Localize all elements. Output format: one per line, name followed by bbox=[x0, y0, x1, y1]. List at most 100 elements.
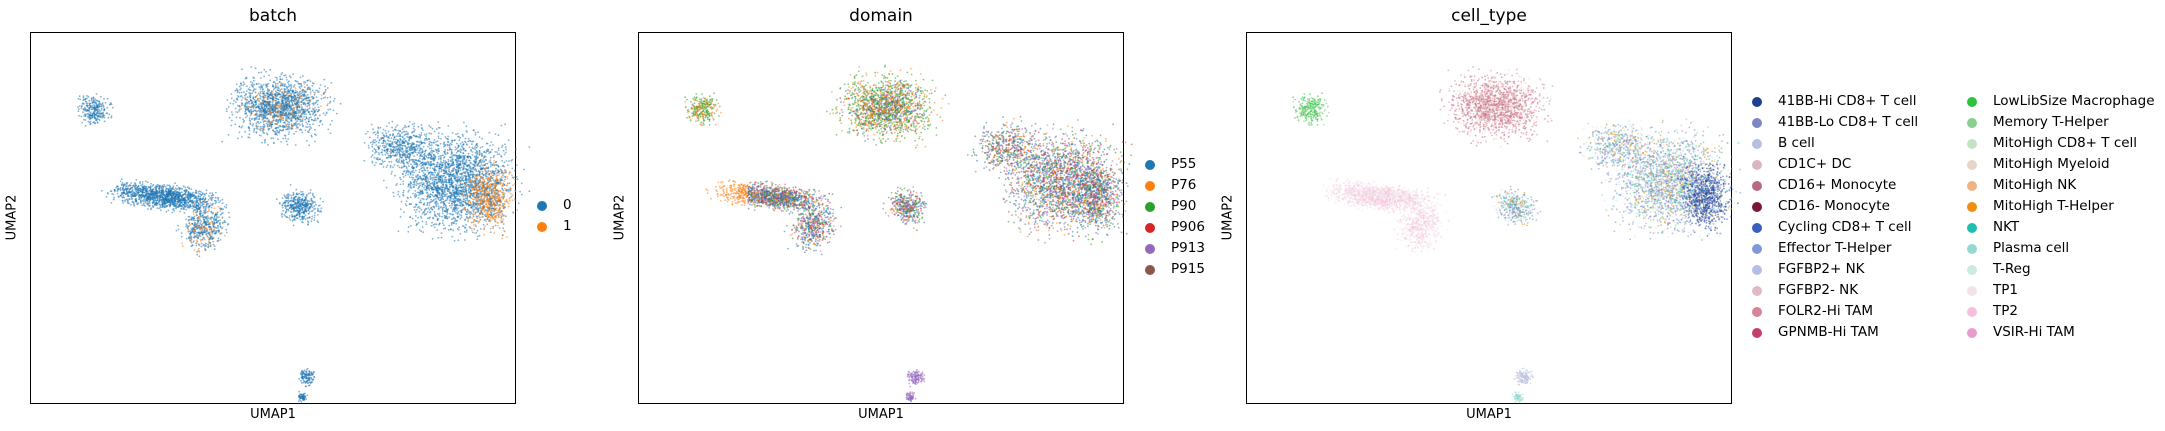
legend-marker bbox=[1967, 264, 1977, 275]
legend-marker bbox=[1967, 159, 1977, 170]
legend-marker bbox=[1967, 138, 1977, 149]
chart-title-domain: domain bbox=[638, 6, 1124, 26]
y-axis-label-domain: UMAP2 bbox=[613, 188, 628, 248]
legend-label: TP2 bbox=[1993, 301, 2018, 322]
legend-label: GPNMB-Hi TAM bbox=[1778, 322, 1879, 343]
legend-item: Effector T-Helper bbox=[1752, 238, 1967, 259]
plot-area-batch bbox=[30, 32, 516, 404]
legend-label: CD16- Monocyte bbox=[1778, 196, 1890, 217]
legend-marker bbox=[1752, 285, 1762, 296]
legend-marker bbox=[1752, 222, 1762, 233]
legend-item: P76 bbox=[1145, 175, 1205, 196]
legend-marker bbox=[1145, 180, 1155, 191]
legend-item: CD1C+ DC bbox=[1752, 154, 1967, 175]
chart-title-cell-type: cell_type bbox=[1246, 6, 1732, 26]
legend-marker bbox=[1967, 180, 1977, 191]
legend-marker bbox=[1752, 180, 1762, 191]
legend-item: P90 bbox=[1145, 196, 1205, 217]
plot-area-domain bbox=[638, 32, 1124, 404]
legend-marker bbox=[1967, 306, 1977, 317]
legend-item: P906 bbox=[1145, 217, 1205, 238]
umap-scatter-cell-type bbox=[1292, 66, 1742, 404]
legend-item: GPNMB-Hi TAM bbox=[1752, 322, 1967, 343]
legend-marker bbox=[1145, 159, 1155, 170]
legend-label: CD1C+ DC bbox=[1778, 154, 1851, 175]
legend-label: Cycling CD8+ T cell bbox=[1778, 217, 1912, 238]
legend-item: 1 bbox=[537, 216, 572, 237]
legend-label: P915 bbox=[1171, 259, 1205, 280]
legend-column: LowLibSize Macrophage Memory T-Helper Mito… bbox=[1967, 91, 2165, 343]
legend-label: VSIR-Hi TAM bbox=[1993, 322, 2075, 343]
legend-label: FGFBP2- NK bbox=[1778, 280, 1858, 301]
legend-column: 41BB-Hi CD8+ T cell 41BB-Lo CD8+ T cell B … bbox=[1752, 91, 1967, 343]
legend-marker bbox=[1967, 327, 1977, 338]
legend-item: NKT bbox=[1967, 217, 2165, 238]
legend-marker bbox=[1145, 201, 1155, 212]
legend-label: B cell bbox=[1778, 133, 1815, 154]
legend-marker bbox=[537, 221, 547, 232]
legend-label: P90 bbox=[1171, 196, 1196, 217]
legend-item: TP1 bbox=[1967, 280, 2165, 301]
legend-item: MitoHigh NK bbox=[1967, 175, 2165, 196]
legend-label: P76 bbox=[1171, 175, 1196, 196]
legend-label: Memory T-Helper bbox=[1993, 112, 2109, 133]
legend-label: LowLibSize Macrophage bbox=[1993, 91, 2155, 112]
legend-marker bbox=[1145, 222, 1155, 233]
legend-label: P913 bbox=[1171, 238, 1205, 259]
chart-title-batch: batch bbox=[30, 6, 516, 26]
legend-label: 41BB-Lo CD8+ T cell bbox=[1778, 112, 1918, 133]
legend-marker bbox=[1752, 201, 1762, 212]
legend-marker bbox=[1967, 96, 1977, 107]
legend-label: T-Reg bbox=[1993, 259, 2031, 280]
legend-label: FOLR2-Hi TAM bbox=[1778, 301, 1873, 322]
y-axis-label-batch: UMAP2 bbox=[5, 188, 20, 248]
y-axis-label-cell-type: UMAP2 bbox=[1221, 188, 1236, 248]
legend-marker bbox=[1752, 159, 1762, 170]
plot-area-cell-type bbox=[1246, 32, 1732, 404]
legend-item: CD16- Monocyte bbox=[1752, 196, 1967, 217]
legend-marker bbox=[1967, 243, 1977, 254]
legend-item: VSIR-Hi TAM bbox=[1967, 322, 2165, 343]
legend-marker bbox=[1967, 201, 1977, 212]
legend-marker bbox=[1967, 285, 1977, 296]
legend-label: P906 bbox=[1171, 217, 1205, 238]
legend-label: MitoHigh NK bbox=[1993, 175, 2076, 196]
legend-item: B cell bbox=[1752, 133, 1967, 154]
legend-marker bbox=[1752, 138, 1762, 149]
legend-label: MitoHigh CD8+ T cell bbox=[1993, 133, 2137, 154]
scatter-points bbox=[76, 66, 531, 403]
legend-marker bbox=[1145, 243, 1155, 254]
legend-item: FOLR2-Hi TAM bbox=[1752, 301, 1967, 322]
legend-item: T-Reg bbox=[1967, 259, 2165, 280]
umap-scatter-batch bbox=[76, 66, 531, 403]
legend-label: CD16+ Monocyte bbox=[1778, 175, 1896, 196]
legend-item: TP2 bbox=[1967, 301, 2165, 322]
legend-label: Effector T-Helper bbox=[1778, 238, 1891, 259]
scatter-points bbox=[1292, 66, 1742, 404]
legend-label: 41BB-Hi CD8+ T cell bbox=[1778, 91, 1917, 112]
legend-item: 41BB-Hi CD8+ T cell bbox=[1752, 91, 1967, 112]
legend-marker bbox=[1752, 306, 1762, 317]
legend-item: Memory T-Helper bbox=[1967, 112, 2165, 133]
x-axis-label-batch: UMAP1 bbox=[30, 407, 516, 422]
x-axis-label-domain: UMAP1 bbox=[638, 407, 1124, 422]
legend-marker bbox=[537, 200, 547, 211]
legend-item: MitoHigh CD8+ T cell bbox=[1967, 133, 2165, 154]
legend-marker bbox=[1752, 96, 1762, 107]
legend-item: CD16+ Monocyte bbox=[1752, 175, 1967, 196]
legend-item: FGFBP2- NK bbox=[1752, 280, 1967, 301]
umap-scatter-domain bbox=[684, 64, 1133, 403]
legend-label: MitoHigh T-Helper bbox=[1993, 196, 2114, 217]
legend-item: MitoHigh T-Helper bbox=[1967, 196, 2165, 217]
legend-item: P915 bbox=[1145, 259, 1205, 280]
legend-label: P55 bbox=[1171, 154, 1196, 175]
legend-item: Plasma cell bbox=[1967, 238, 2165, 259]
legend-marker bbox=[1145, 264, 1155, 275]
legend-marker bbox=[1752, 327, 1762, 338]
legend-item: P55 bbox=[1145, 154, 1205, 175]
legend-label: Plasma cell bbox=[1993, 238, 2069, 259]
legend-label: TP1 bbox=[1993, 280, 2018, 301]
legend-label: NKT bbox=[1993, 217, 2019, 238]
legend-label: 1 bbox=[563, 216, 572, 237]
